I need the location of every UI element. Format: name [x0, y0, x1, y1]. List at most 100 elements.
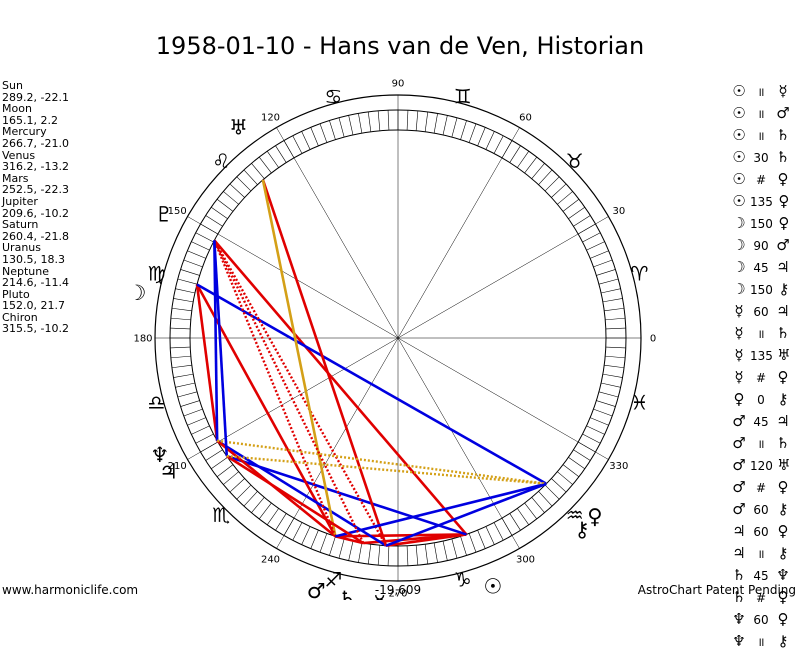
aspect-planet-2: ♅: [777, 456, 791, 474]
aspect-planet-2: ♂: [776, 236, 790, 254]
aspect-planet-2: ♅: [777, 346, 791, 364]
aspect-symbol: 120: [750, 459, 773, 473]
degree-tick: [551, 478, 567, 493]
degree-tick: [348, 541, 354, 561]
aspect-row: ♆ 60 ♀: [728, 608, 795, 630]
aspect-planet-2: ⚷: [777, 544, 789, 562]
degree-label: 330: [609, 461, 628, 472]
aspect-row: ☽ 150 ⚷: [728, 278, 795, 300]
degree-tick: [216, 198, 234, 212]
aspect-line: [385, 482, 547, 547]
aspect-planet-1: ☽: [732, 280, 746, 298]
aspect-row: ♂ 60 ⚷: [728, 498, 795, 520]
aspect-planet-1: ☽: [732, 214, 746, 232]
degree-tick: [586, 425, 605, 435]
aspect-planet-1: ☉: [732, 82, 746, 100]
aspect-symbol: 135: [750, 195, 773, 209]
degree-tick: [460, 536, 467, 556]
aspect-planet-2: ⚷: [778, 280, 790, 298]
degree-tick: [195, 433, 214, 444]
aspect-planet-2: ♄: [776, 324, 790, 342]
aspect-row: ☿ ॥ ♄: [728, 322, 795, 344]
degree-label: 90: [392, 79, 405, 90]
degree-tick: [557, 471, 573, 485]
degree-tick: [601, 382, 621, 388]
aspect-symbol: 60: [753, 613, 769, 627]
aspect-planet-2: ⚷: [777, 390, 789, 408]
aspect-line: [213, 240, 219, 441]
degree-label: 150: [168, 206, 187, 217]
degree-tick: [468, 533, 477, 553]
degree-tick: [211, 457, 228, 470]
aspect-line: [216, 439, 547, 485]
position-name: Jupiter: [2, 194, 38, 208]
position-coords: 289.2, -22.1: [2, 90, 69, 104]
position-name: Neptune: [2, 264, 50, 278]
degree-tick: [180, 269, 200, 276]
aspect-planet-1: ☿: [734, 346, 744, 364]
degree-label: 210: [168, 461, 187, 472]
aspect-row: ♄ 45 ♆: [728, 564, 795, 586]
degree-tick: [573, 449, 591, 461]
degree-tick: [451, 538, 458, 559]
aspect-row: ♂ 120 ♅: [728, 454, 795, 476]
degree-tick: [562, 198, 580, 212]
zodiac-sign-glyph: ♏: [212, 503, 230, 527]
degree-tick: [292, 522, 303, 541]
sign-spoke: [187, 216, 399, 339]
aspect-symbol: #: [755, 481, 767, 495]
aspect-planet-1: ♂: [732, 412, 746, 430]
planet-glyph: ☉: [484, 574, 503, 598]
aspect-planet-2: ♀: [777, 522, 789, 540]
degree-label: 240: [261, 554, 280, 565]
degree-tick: [173, 298, 194, 303]
degree-tick: [338, 117, 345, 138]
aspect-line: [335, 535, 364, 545]
planet-glyph: ♅: [229, 115, 248, 139]
degree-label: 120: [261, 113, 280, 124]
aspect-planet-1: ☉: [732, 126, 746, 144]
degree-tick: [598, 278, 619, 285]
degree-tick: [251, 163, 265, 179]
aspect-planet-2: ♀: [778, 214, 790, 232]
aspect-line: [213, 239, 365, 544]
degree-tick: [223, 191, 239, 205]
aspect-symbol: ॥: [757, 129, 765, 143]
aspect-planet-1: ☿: [734, 324, 744, 342]
degree-tick: [604, 307, 625, 312]
aspect-row: ♀ 0 ⚷: [728, 388, 795, 410]
aspect-row: ☉ ॥ ☿: [728, 80, 795, 102]
planet-positions-list: Sun 289.2, -22.1 Moon 165.1, 2.2 Mercury 266.…: [2, 80, 69, 335]
aspect-symbol: ॥: [757, 547, 765, 561]
degree-tick: [468, 123, 477, 143]
aspect-line: [261, 179, 388, 547]
degree-tick: [477, 127, 486, 146]
degree-tick: [451, 117, 458, 138]
degree-tick: [243, 169, 258, 185]
degree-tick: [460, 120, 467, 140]
degree-label: 300: [516, 554, 535, 565]
aspect-line: [195, 284, 219, 441]
degree-tick: [338, 538, 345, 559]
degree-tick: [301, 131, 311, 150]
position-coords: 209.6, -10.2: [2, 206, 69, 220]
degree-tick: [216, 464, 234, 478]
aspect-row: ♆ ॥ ⚷: [728, 630, 795, 652]
degree-tick: [358, 113, 363, 134]
degree-tick: [301, 526, 311, 545]
degree-label: 30: [612, 206, 625, 217]
aspect-symbol: ॥: [757, 635, 765, 649]
degree-tick: [605, 317, 626, 321]
degree-tick: [562, 464, 580, 478]
degree-tick: [602, 298, 623, 303]
degree-tick: [258, 502, 272, 520]
aspect-lines: [195, 179, 548, 547]
footer-website: www.harmoniclife.com: [2, 583, 139, 597]
sign-spoke: [397, 337, 609, 460]
degree-tick: [275, 513, 287, 531]
degree-tick: [590, 417, 609, 426]
aspect-row: ☽ 90 ♂: [728, 234, 795, 256]
aspect-planet-2: ♄: [776, 126, 790, 144]
degree-tick: [171, 307, 192, 312]
aspect-planet-1: ☽: [732, 236, 746, 254]
